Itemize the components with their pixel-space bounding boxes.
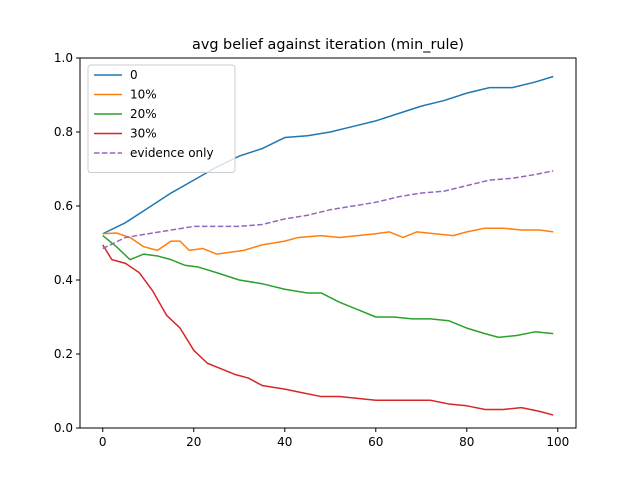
series-line-4: [102, 170, 554, 250]
y-tick-label: 1.0: [54, 51, 73, 65]
plot-area-frame: [79, 57, 577, 429]
x-tick-label: 60: [368, 435, 383, 449]
series-line-1: [102, 227, 554, 255]
y-tick-label: 0.6: [54, 199, 73, 213]
x-tick-label: 40: [277, 435, 292, 449]
legend-label: 0: [130, 68, 138, 82]
legend-label: 10%: [130, 88, 157, 102]
legend-label: evidence only: [130, 146, 214, 160]
y-tick-label: 0.0: [54, 421, 73, 435]
y-tick-label: 0.8: [54, 125, 73, 139]
x-tick-label: 0: [99, 435, 107, 449]
legend: 0 10% 20% 30% evidence only: [87, 64, 236, 173]
series-line-3: [102, 244, 554, 416]
x-tick-label: 100: [546, 435, 569, 449]
x-tick-label: 20: [186, 435, 201, 449]
series-line-2: [102, 235, 554, 339]
legend-label: 20%: [130, 107, 157, 121]
axes-layer: 0 20 40 60 80 100 0.0 0.2 0.4 0.6 0.8 1.0: [54, 51, 569, 449]
series-line-0: [102, 75, 554, 235]
legend-box: [87, 64, 236, 173]
legend-label: 30%: [130, 127, 157, 141]
chart-title: avg belief against iteration (min_rule): [192, 37, 464, 53]
y-tick-label: 0.2: [54, 347, 73, 361]
x-tick-label: 80: [459, 435, 474, 449]
series-layer: [102, 75, 554, 416]
y-tick-label: 0.4: [54, 273, 73, 287]
